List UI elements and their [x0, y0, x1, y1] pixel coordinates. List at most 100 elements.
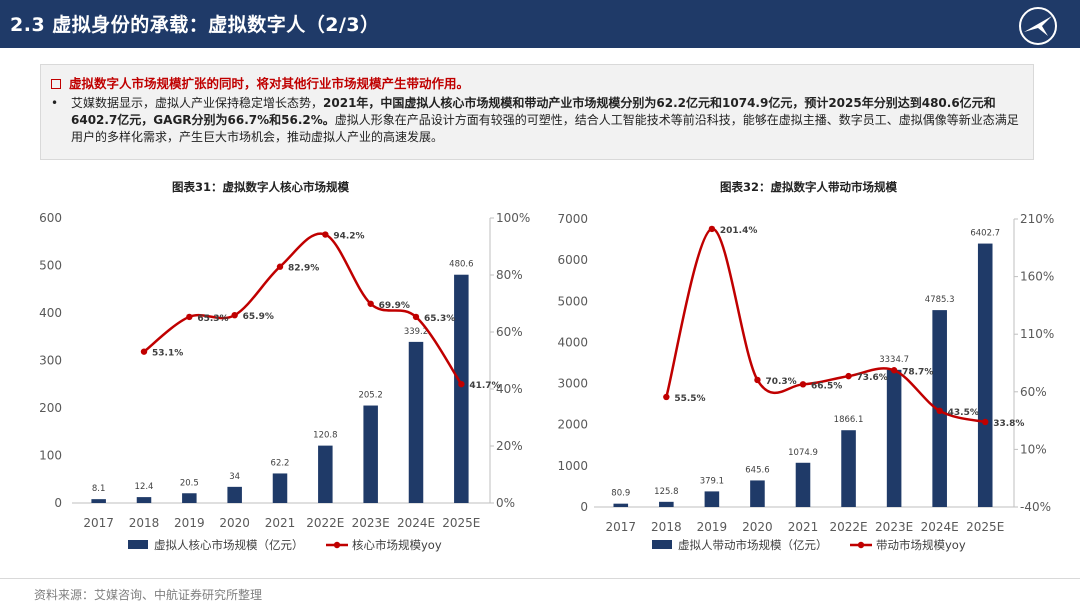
- chart31-bar-label: 62.2: [271, 458, 290, 468]
- chart32-xtick-label: 2019: [697, 520, 728, 534]
- chart31-legend-line-marker: [333, 541, 341, 549]
- chart32-y2tick-label: -40%: [1020, 500, 1051, 514]
- chart32-bar: [750, 480, 765, 507]
- chart32-ytick-label: 7000: [557, 212, 588, 226]
- chart31-title: 图表31：虚拟数字人核心市场规模: [172, 180, 350, 194]
- chart32-ytick-label: 0: [580, 500, 588, 514]
- chart32-y2tick-label: 10%: [1020, 442, 1047, 456]
- chart31-yoy-label: 65.3%: [197, 314, 228, 324]
- chart32-xtick-label: 2018: [651, 520, 682, 534]
- chart32-yoy-point: [799, 381, 807, 388]
- chart31-yoy-point: [458, 380, 465, 388]
- chart32-title: 图表32：虚拟数字人带动市场规模: [720, 180, 898, 194]
- chart31-y2tick-label: 20%: [496, 439, 523, 453]
- chart32-bar: [977, 243, 993, 507]
- avic-plane-logo-icon: [1019, 7, 1057, 45]
- chart31-xtick-label: 2018: [129, 516, 160, 530]
- chart31-y2tick-label: 0%: [496, 496, 515, 510]
- chart32-bar: [841, 430, 856, 507]
- chart31-ytick-label: 300: [39, 354, 62, 368]
- chart31-yoy-point: [231, 311, 238, 319]
- chart31-xtick-label: 2019: [174, 516, 205, 530]
- chart31-xtick-label: 2022E: [306, 516, 344, 530]
- chart32-bar-label: 4785.3: [925, 295, 955, 305]
- chart32-yoy-point: [936, 407, 943, 415]
- chart31-yoy-point: [140, 348, 148, 355]
- chart32-yoy-label: 78.7%: [902, 367, 933, 377]
- chart32-bar-label: 6402.7: [970, 229, 1000, 239]
- chart31-xtick-label: 2020: [219, 516, 250, 530]
- chart32-xtick-label: 2024E: [921, 520, 959, 534]
- chart31-bar-label: 480.6: [449, 260, 473, 270]
- chart31-ytick-label: 0: [54, 496, 62, 510]
- summary-headline: 虚拟数字人市场规模扩张的同时，将对其他行业市场规模产生带动作用。: [51, 73, 469, 92]
- chart31-yoy-point: [322, 231, 329, 238]
- chart32-bar: [613, 503, 629, 507]
- chart32-xtick-label: 2023E: [875, 520, 913, 534]
- chart32-yoy-point: [845, 372, 852, 380]
- chart32-ytick-label: 5000: [557, 294, 588, 308]
- chart32-bar-label: 3334.7: [879, 355, 909, 365]
- chart32-ytick-label: 1000: [557, 459, 588, 473]
- chart32-yoy-label: 70.3%: [765, 377, 796, 387]
- source-note: 资料来源：艾媒咨询、中航证券研究所整理: [34, 588, 263, 602]
- header-bar: 2.3 虚拟身份的承载：虚拟数字人（2/3）: [0, 0, 1080, 48]
- summary-paragraph: • 艾媒数据显示，虚拟人产业保持稳定增长态势，2021年，中国虚拟人核心市场规模…: [51, 95, 1026, 146]
- chart32-bar-label: 1866.1: [834, 415, 864, 425]
- chart31-ytick-label: 200: [39, 401, 62, 415]
- chart31-bar: [363, 405, 378, 503]
- chart31-xtick-label: 2017: [83, 516, 114, 530]
- chart32-bar: [704, 491, 720, 507]
- chart31-xtick-label: 2023E: [352, 516, 390, 530]
- chart32-yoy-label: 66.5%: [811, 381, 842, 391]
- chart31-bar-label: 20.5: [180, 478, 199, 488]
- chart32-yoy-point: [663, 393, 670, 401]
- chart32-bar: [795, 462, 811, 507]
- chart31-xtick-label: 2025E: [442, 516, 480, 530]
- chart31-yoy-label: 94.2%: [333, 232, 364, 242]
- chart32-y2tick-label: 60%: [1020, 385, 1047, 399]
- chart32-y2tick-label: 160%: [1020, 270, 1054, 284]
- headline-text: 虚拟数字人市场规模扩张的同时，将对其他行业市场规模产生带动作用。: [69, 76, 470, 91]
- chart31-bar: [408, 341, 424, 503]
- chart31-ytick-label: 400: [39, 306, 62, 320]
- chart31-bar: [272, 473, 288, 503]
- chart32-ytick-label: 2000: [557, 418, 588, 432]
- chart32-ytick-label: 3000: [557, 377, 588, 391]
- chart32-yoy-point: [708, 225, 716, 233]
- bullet-icon: •: [51, 96, 59, 110]
- footer-divider: [0, 578, 1080, 579]
- chart31-bar-label: 8.1: [92, 484, 106, 494]
- chart31-bar: [182, 493, 197, 503]
- chart32-yoy-point: [754, 376, 761, 384]
- chart31-legend-line-label: 核心市场规模yoy: [352, 538, 442, 552]
- page-title: 2.3 虚拟身份的承载：虚拟数字人（2/3）: [10, 14, 380, 36]
- chart32-bar: [886, 369, 902, 507]
- checkbox-bullet-icon: [51, 78, 61, 89]
- chart32-yoy-label: 201.4%: [720, 226, 758, 236]
- chart31-y2tick-label: 80%: [496, 268, 523, 282]
- chart32-bar-label: 379.1: [700, 476, 724, 486]
- chart31-yoy-point: [276, 263, 284, 270]
- chart32-yoy-label: 43.5%: [948, 408, 979, 418]
- chart32-xtick-label: 2025E: [966, 520, 1004, 534]
- chart32-bar-label: 125.8: [654, 487, 678, 497]
- chart32-yoy-label: 33.8%: [993, 419, 1024, 429]
- chart31-bar-label: 120.8: [313, 431, 337, 441]
- para-prefix: 艾媒数据显示，虚拟人产业保持稳定增长态势，: [71, 96, 324, 110]
- chart31-bar-label: 34: [229, 472, 240, 482]
- chart31-yoy-label: 53.1%: [152, 349, 183, 359]
- chart31-bar: [318, 445, 333, 503]
- chart32-yoy-point: [982, 418, 989, 426]
- chart31-legend-bar-swatch: [128, 540, 148, 549]
- chart31-yoy-label: 65.3%: [424, 314, 455, 324]
- chart31-ytick-label: 600: [39, 211, 62, 225]
- chart31-bar-label: 339.2: [404, 327, 428, 337]
- chart31-xtick-label: 2024E: [397, 516, 435, 530]
- chart31-y2tick-label: 100%: [496, 211, 530, 225]
- chart31-yoy-point: [186, 313, 193, 321]
- chart31-bar: [227, 486, 242, 503]
- chart32-bar: [659, 501, 674, 507]
- chart31-legend-bar-label: 虚拟人核心市场规模（亿元）: [154, 538, 304, 552]
